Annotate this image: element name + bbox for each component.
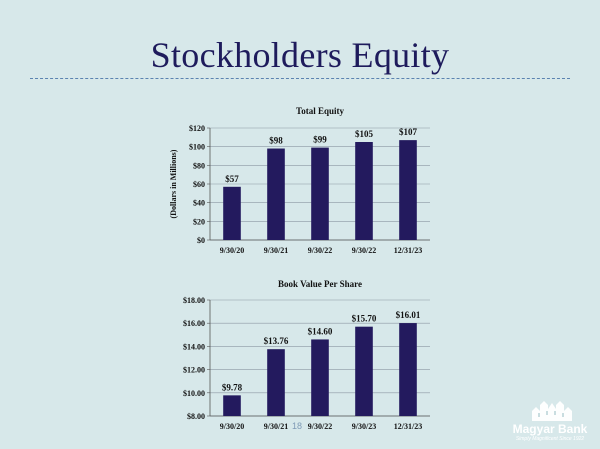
y-tick-label: $60 bbox=[193, 180, 205, 189]
total-equity-chart: Total Equity $0 $20 $40 $60 $80 $100 $120 (Dolla… bbox=[169, 106, 430, 255]
y-tick-label: $40 bbox=[193, 199, 205, 208]
x-tick-label: 12/31/23 bbox=[394, 246, 422, 255]
y-tick-label: $100 bbox=[189, 143, 205, 152]
y-tick-label: $10.00 bbox=[183, 389, 205, 398]
title-divider bbox=[30, 78, 570, 79]
bank-building-icon bbox=[532, 401, 572, 421]
slide-title: Stockholders Equity bbox=[150, 35, 450, 75]
chart-title: Book Value Per Share bbox=[278, 279, 362, 289]
y-tick-label: $18.00 bbox=[183, 296, 205, 305]
y-axis-label: (Dollars in Millions) bbox=[169, 149, 178, 218]
data-label: $57 bbox=[225, 174, 239, 184]
y-tick-label: $16.00 bbox=[183, 319, 205, 328]
data-label: $15.70 bbox=[352, 314, 377, 324]
x-tick-label: 9/30/22 bbox=[308, 422, 332, 431]
data-label: $14.60 bbox=[308, 326, 333, 336]
bar bbox=[223, 395, 241, 416]
data-label: $9.78 bbox=[222, 382, 243, 392]
x-tick-label: 9/30/20 bbox=[220, 422, 244, 431]
bar bbox=[355, 142, 373, 240]
x-tick-label: 9/30/22 bbox=[352, 246, 376, 255]
x-tick-label: 9/30/22 bbox=[308, 246, 332, 255]
x-tick-label: 9/30/21 bbox=[264, 246, 288, 255]
y-tick-label: $0 bbox=[197, 236, 205, 245]
data-label: $105 bbox=[355, 129, 374, 139]
data-label: $13.76 bbox=[264, 336, 289, 346]
bar bbox=[399, 140, 417, 240]
page-number: 18 bbox=[292, 421, 303, 431]
data-label: $107 bbox=[399, 127, 418, 137]
data-label: $98 bbox=[269, 136, 283, 146]
bar bbox=[223, 186, 241, 240]
bar bbox=[399, 323, 417, 416]
y-tick-label: $80 bbox=[193, 161, 205, 170]
x-tick-label: 9/30/20 bbox=[220, 246, 244, 255]
bar bbox=[355, 326, 373, 416]
x-tick-label: 9/30/21 bbox=[264, 422, 288, 431]
chart-title: Total Equity bbox=[296, 106, 344, 116]
y-tick-label: $120 bbox=[189, 124, 205, 133]
y-tick-label: $12.00 bbox=[183, 366, 205, 375]
x-tick-label: 12/31/23 bbox=[394, 422, 422, 431]
logo-name: Magyar Bank bbox=[512, 422, 588, 436]
bar bbox=[267, 349, 285, 416]
data-label: $99 bbox=[313, 135, 327, 145]
y-tick-label: $20 bbox=[193, 217, 205, 226]
bar bbox=[311, 339, 329, 416]
y-tick-label: $8.00 bbox=[187, 412, 205, 421]
y-tick-label: $14.00 bbox=[183, 342, 205, 351]
bar bbox=[267, 148, 285, 240]
bar bbox=[311, 147, 329, 240]
magyar-bank-logo: Magyar Bank Simply Magnificent Since 192… bbox=[510, 395, 590, 445]
book-value-chart: Book Value Per Share $8.00 $10.00 $12.00 $14… bbox=[183, 279, 430, 431]
data-label: $16.01 bbox=[396, 310, 421, 320]
x-tick-label: 9/30/23 bbox=[352, 422, 376, 431]
logo-tagline: Simply Magnificent Since 1922 bbox=[515, 436, 585, 442]
